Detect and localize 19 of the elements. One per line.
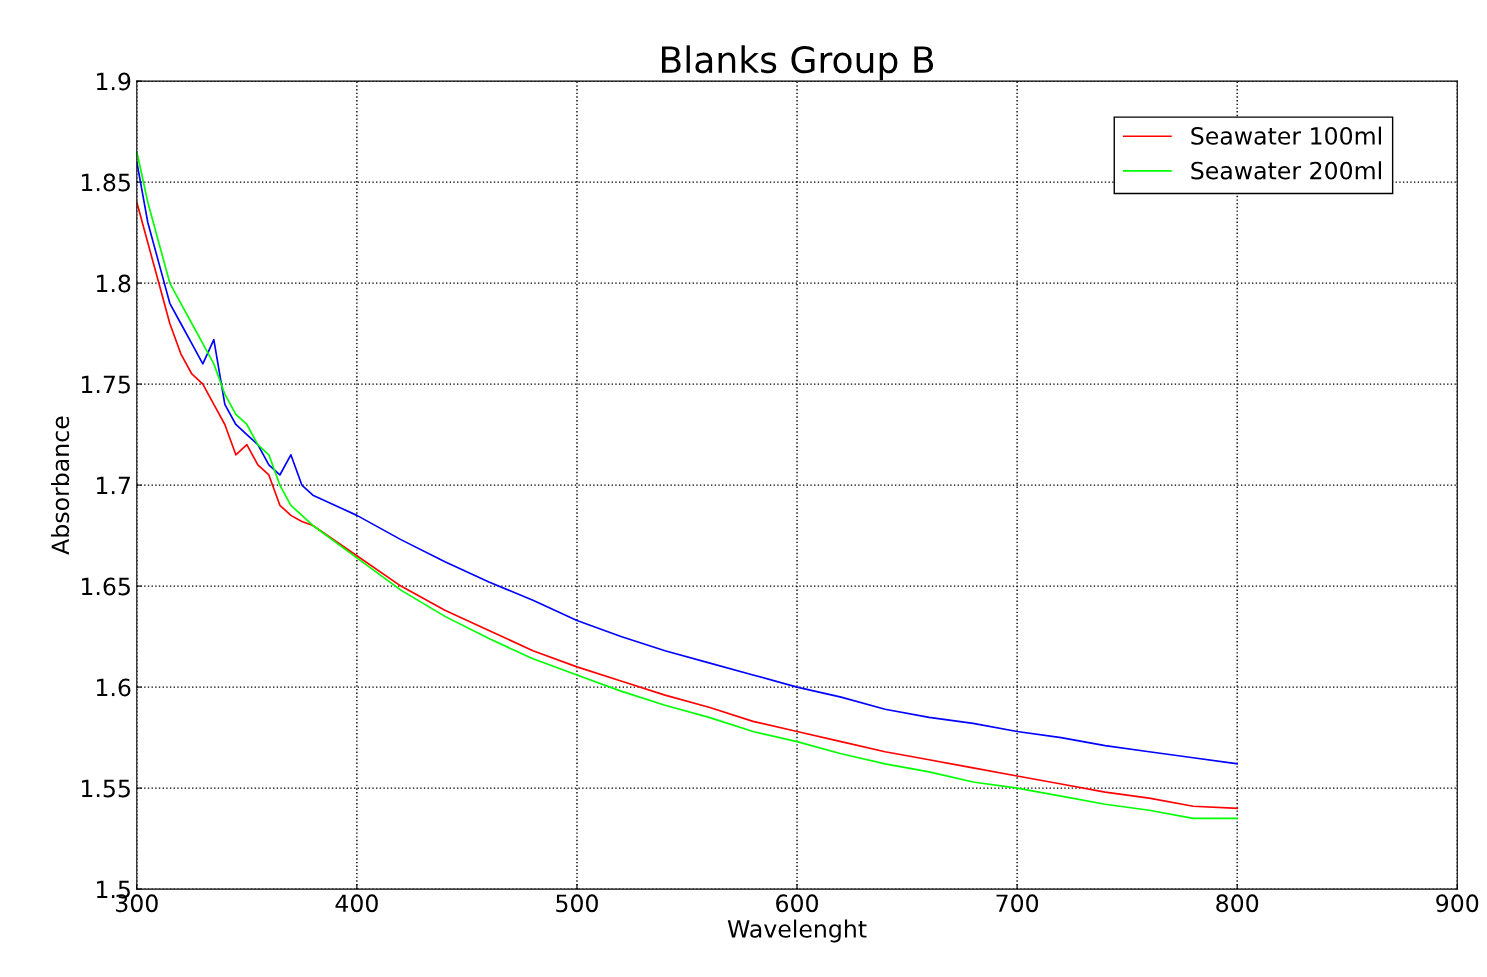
y-tick-label: 1.7 <box>96 476 130 495</box>
y-tick-label: 1.55 <box>81 779 130 798</box>
x-tick-label: 400 <box>335 894 378 913</box>
x-tick-label: 700 <box>996 894 1039 913</box>
y-tick-label: 1.9 <box>96 72 131 91</box>
y-axis-title: Absorbance <box>50 416 70 555</box>
chart-title: Blanks Group B <box>661 45 934 81</box>
x-axis-title: Wavelenght <box>727 919 867 943</box>
x-tick-label: 800 <box>1216 894 1259 913</box>
legend-label: Seawater 200ml <box>1191 161 1381 180</box>
y-tick-label: 1.75 <box>81 375 130 394</box>
y-tick-label: 1.6 <box>96 678 131 697</box>
y-tick-label: 1.85 <box>81 173 130 192</box>
x-tick-label: 600 <box>776 894 818 913</box>
y-tick-label: 1.65 <box>81 577 130 596</box>
y-tick-label: 1.8 <box>96 274 131 293</box>
x-tick-label: 900 <box>1436 894 1479 913</box>
x-tick-label: 500 <box>556 894 598 913</box>
legend-label: Seawater 100ml <box>1191 126 1381 145</box>
